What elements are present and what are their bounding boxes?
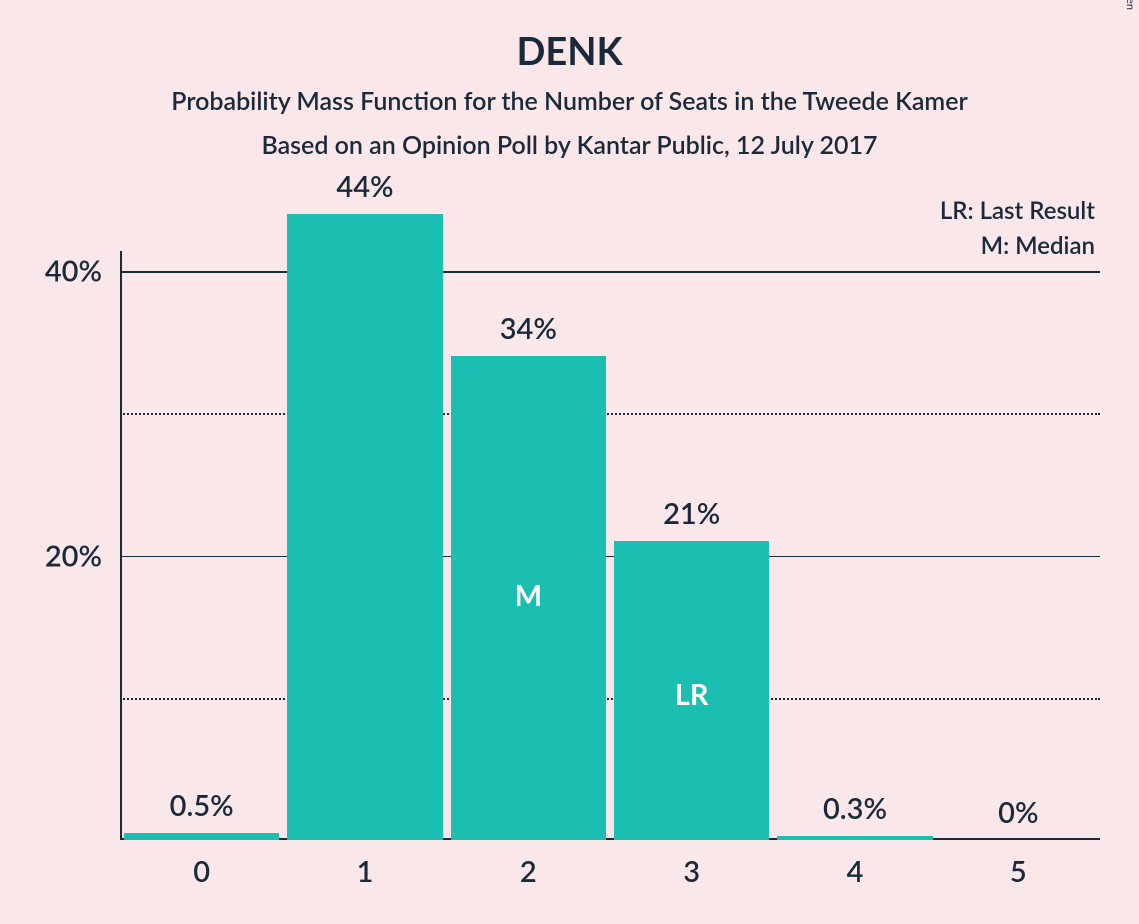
x-tick-label: 2 (520, 854, 537, 889)
bar: 44% (287, 214, 442, 840)
bar-value-label: 0% (998, 795, 1038, 830)
bar: 0.5% (124, 833, 279, 840)
bar: 34%M (451, 356, 606, 840)
y-tick-label: 20% (45, 538, 102, 573)
x-tick-label: 5 (1010, 854, 1027, 889)
bar-value-label: 21% (663, 496, 720, 531)
chart-subtitle-1: Probability Mass Function for the Number… (0, 86, 1139, 116)
x-tick-label: 3 (683, 854, 700, 889)
legend-item-lr: LR: Last Result (905, 196, 1095, 225)
y-tick-label: 40% (45, 254, 102, 289)
bar-value-label: 0.3% (823, 791, 887, 826)
chart-subtitle-2: Based on an Opinion Poll by Kantar Publi… (0, 130, 1139, 160)
chart-title: DENK (0, 28, 1139, 74)
plot-area: 20%40%0.5%044%134%M221%LR30.3%40%5 (120, 200, 1100, 840)
x-tick-label: 0 (193, 854, 210, 889)
y-axis (120, 251, 122, 840)
x-tick-label: 4 (847, 854, 864, 889)
bar-value-label: 0.5% (170, 788, 234, 823)
copyright-text: © 2020 Filip van Laenen (1124, 0, 1137, 10)
bar-value-label: 34% (500, 311, 557, 346)
chart-legend: LR: Last Result M: Median (905, 196, 1095, 260)
bar: 0.3% (777, 836, 932, 840)
x-tick-label: 1 (357, 854, 374, 889)
bar-value-label: 44% (336, 169, 393, 204)
gridline-major (120, 271, 1100, 273)
gridline-major (120, 556, 1100, 558)
gridline-minor (120, 413, 1100, 415)
bar-inner-label: LR (675, 677, 709, 712)
gridline-minor (120, 698, 1100, 700)
bar: 21%LR (614, 541, 769, 840)
bar-inner-label: M (515, 578, 542, 613)
legend-item-m: M: Median (905, 231, 1095, 260)
chart-container: © 2020 Filip van Laenen DENK Probability… (0, 0, 1139, 924)
